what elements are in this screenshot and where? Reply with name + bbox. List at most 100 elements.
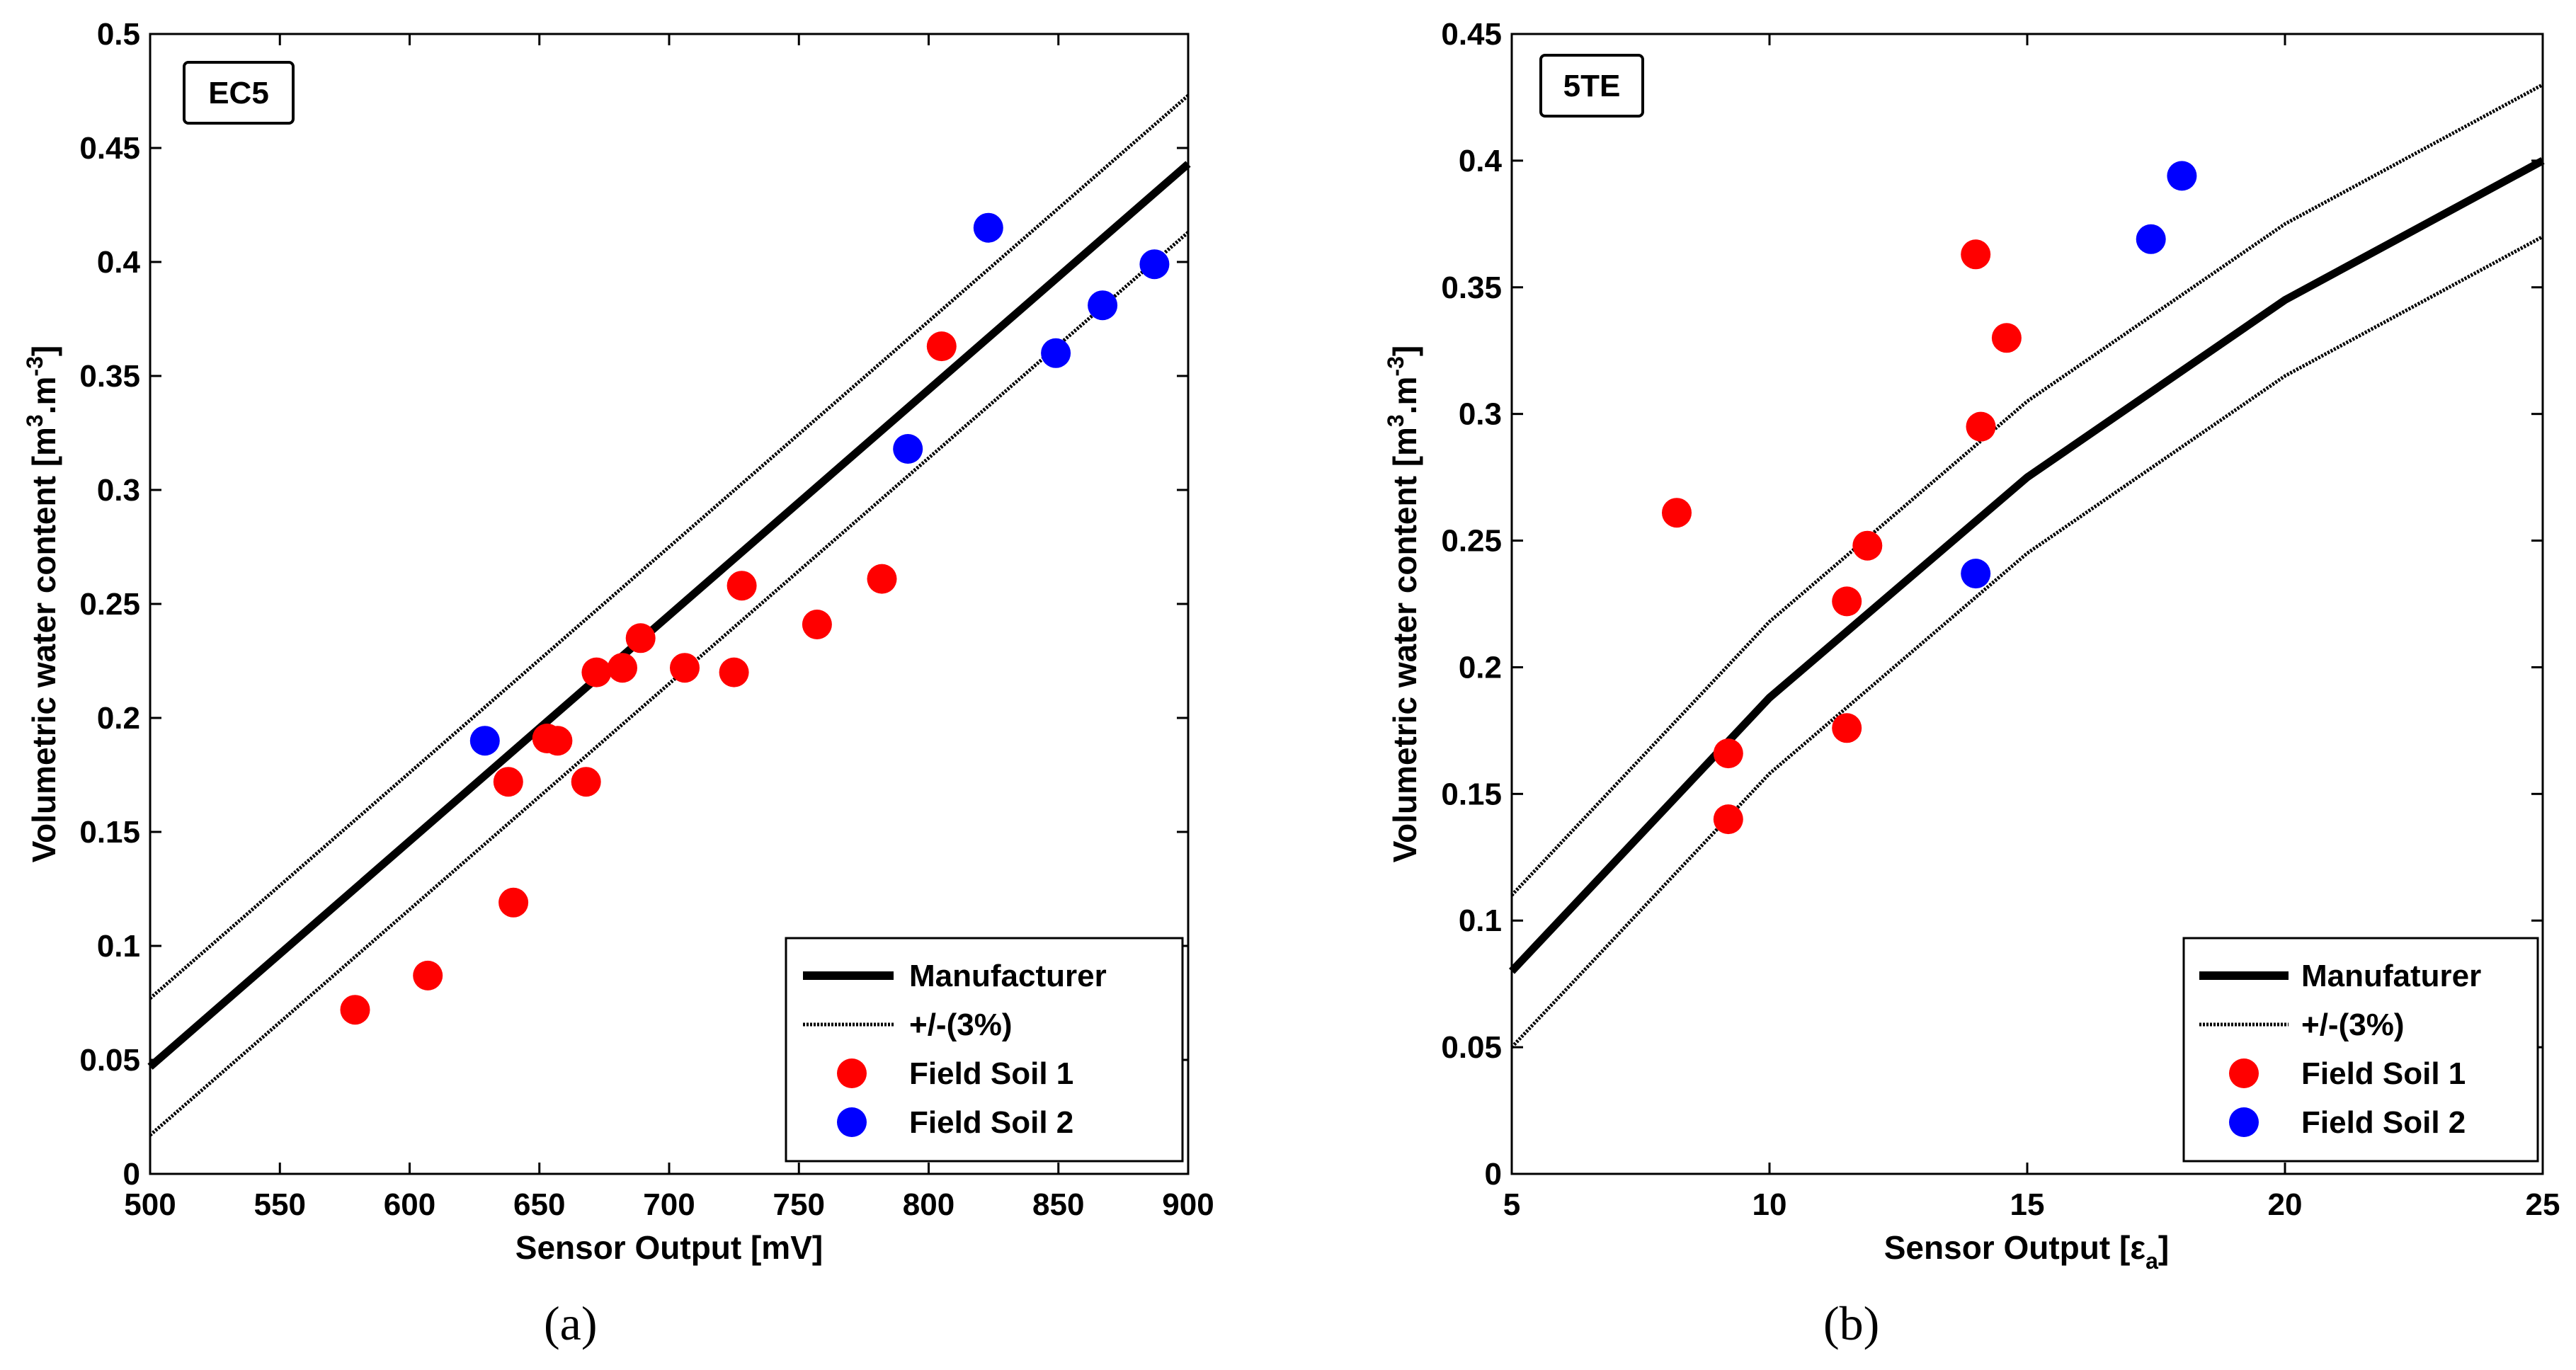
field-soil-2-point: [469, 726, 500, 756]
x-tick-label: 15: [2010, 1187, 2045, 1222]
field-soil-1-point: [670, 653, 700, 683]
manufacturer-line: [1508, 157, 2545, 974]
panel-a-legend-manufacturer: Manufacturer: [909, 959, 1107, 993]
y-tick-label: 0.15: [1441, 777, 1502, 811]
x-tick-label: 550: [254, 1187, 306, 1222]
panel-a-y-axis-label: Volumetric water content [m3.m-3]: [22, 346, 62, 862]
field-soil-1-point: [926, 331, 957, 362]
panel-b-points: [1662, 161, 2197, 835]
panel-a-tag: EC5: [183, 61, 295, 125]
field-soil-1-point: [571, 767, 601, 797]
panel-a-y-ticks: 0 0.05 0.1 0.15 0.2 0.25 0.3 0.35 0.4 0.45 0.5: [79, 17, 1188, 1192]
panel-a-lines: [147, 94, 1191, 1137]
field-soil-1-point: [493, 767, 523, 797]
field-soil-1-point: [1713, 804, 1743, 835]
panel-a-tag-text: EC5: [208, 76, 269, 110]
panel-b-legend-manufacturer: Manufaturer: [2301, 959, 2481, 993]
field-soil-1-point: [1832, 713, 1862, 743]
x-tick-label: 10: [1753, 1187, 1787, 1222]
panel-a-label: (a): [544, 1296, 597, 1350]
panel-a-x-axis-label: Sensor Output [mV]: [515, 1229, 823, 1266]
manufacturer-line: [147, 161, 1191, 1070]
y-tick-label: 0.15: [79, 815, 140, 850]
field-soil-1-point: [1852, 530, 1883, 561]
panel-b-label: (b): [1823, 1296, 1879, 1350]
x-tick-label: 700: [643, 1187, 695, 1222]
y-tick-label: 0.05: [1441, 1030, 1502, 1065]
field-soil-1-point: [542, 726, 573, 756]
panel-b-tag-text: 5TE: [1563, 69, 1621, 103]
field-soil-2-point: [1041, 338, 1071, 368]
panel-a-legend: Manufacturer +/-(3%) Field Soil 1 Field …: [785, 937, 1184, 1163]
field-soil-1-point: [1713, 738, 1743, 769]
field-soil-1-point: [867, 564, 897, 594]
field-soil-1-point: [1966, 411, 1996, 442]
y-tick-label: 0.4: [1459, 144, 1503, 178]
panel-b-legend-soil2-swatch: [2229, 1107, 2259, 1137]
panel-a-legend-soil2-swatch: [837, 1107, 867, 1137]
panel-b-y-ticks: 0 0.05 0.1 0.15 0.2 0.25 0.3 0.35 0.4 0.45: [1441, 17, 2543, 1192]
panel-b-lines: [1508, 83, 2545, 1049]
panel-b-tag: 5TE: [1539, 54, 1644, 118]
x-tick-label: 600: [384, 1187, 435, 1222]
x-tick-label: 850: [1032, 1187, 1084, 1222]
y-tick-label: 0.45: [1441, 17, 1502, 52]
panel-b-x-ticks: 5 10 15 20 25: [1503, 34, 2560, 1222]
panel-a: 500 550 600 650 700 750 800 850 900 0 0.05 0.1 0.15…: [22, 17, 1214, 1350]
y-tick-label: 0: [1485, 1157, 1502, 1192]
field-soil-1-point: [608, 653, 637, 683]
y-tick-label: 0.1: [97, 929, 140, 964]
x-tick-label: 5: [1503, 1187, 1520, 1222]
y-tick-label: 0.25: [1441, 524, 1502, 559]
panel-b-x-axis-label: Sensor Output [εa]: [1884, 1229, 2170, 1274]
field-soil-1-point: [581, 657, 612, 687]
field-soil-2-point: [1961, 559, 1991, 589]
field-soil-1-point: [726, 571, 757, 601]
panel-a-x-ticks: 500 550 600 650 700 750 800 850 900: [124, 34, 1214, 1222]
field-soil-1-point: [1832, 586, 1862, 617]
y-tick-label: 0.2: [1459, 650, 1502, 685]
x-tick-label: 750: [773, 1187, 825, 1222]
panel-a-legend-soil1-swatch: [837, 1058, 867, 1088]
field-soil-2-point: [893, 434, 923, 464]
field-soil-1-point: [1991, 323, 2022, 353]
field-soil-1-point: [340, 995, 370, 1025]
field-soil-2-point: [973, 212, 1003, 243]
panel-b-legend-soil1: Field Soil 1: [2301, 1056, 2466, 1091]
band-upper-line: [149, 94, 1190, 1000]
x-tick-label: 500: [124, 1187, 176, 1222]
field-soil-1-point: [413, 960, 443, 991]
y-tick-label: 0.05: [79, 1043, 140, 1078]
x-tick-label: 20: [2268, 1187, 2303, 1222]
field-soil-2-point: [2136, 224, 2166, 254]
panel-b-legend-soil2: Field Soil 2: [2301, 1105, 2466, 1140]
panel-b-legend: Manufaturer +/-(3%) Field Soil 1 Field S…: [2182, 937, 2539, 1163]
y-tick-label: 0.2: [97, 701, 140, 736]
panel-b-y-axis-label: Volumetric water content [m3.m-3]: [1383, 346, 1423, 862]
y-tick-label: 0.3: [97, 473, 140, 508]
y-tick-label: 0.35: [1441, 270, 1502, 305]
y-tick-label: 0.4: [97, 245, 141, 280]
panel-b-legend-band: +/-(3%): [2301, 1007, 2404, 1042]
field-soil-1-point: [802, 610, 832, 639]
field-soil-1-point: [625, 623, 656, 653]
field-soil-1-point: [1961, 239, 1991, 270]
panel-a-legend-band: +/-(3%): [909, 1007, 1012, 1042]
field-soil-2-point: [2167, 161, 2197, 191]
y-tick-label: 0.3: [1459, 397, 1502, 432]
panel-a-points: [340, 212, 1170, 1025]
field-soil-2-point: [1139, 249, 1170, 280]
x-tick-label: 25: [2526, 1187, 2560, 1222]
y-tick-label: 0.5: [97, 17, 140, 52]
panel-b: 5 10 15 20 25 00.050.10.150.20.250.30.350.40…: [1383, 17, 2560, 1350]
x-tick-label: 650: [513, 1187, 565, 1222]
panel-a-legend-soil2: Field Soil 2: [909, 1105, 1073, 1140]
panel-b-legend-soil1-swatch: [2229, 1058, 2259, 1088]
panel-a-legend-soil1: Field Soil 1: [909, 1056, 1073, 1091]
field-soil-2-point: [1088, 290, 1118, 321]
field-soil-1-point: [498, 887, 529, 918]
y-tick-label: 0.1: [1459, 903, 1502, 938]
y-tick-label: 0.25: [79, 587, 140, 622]
